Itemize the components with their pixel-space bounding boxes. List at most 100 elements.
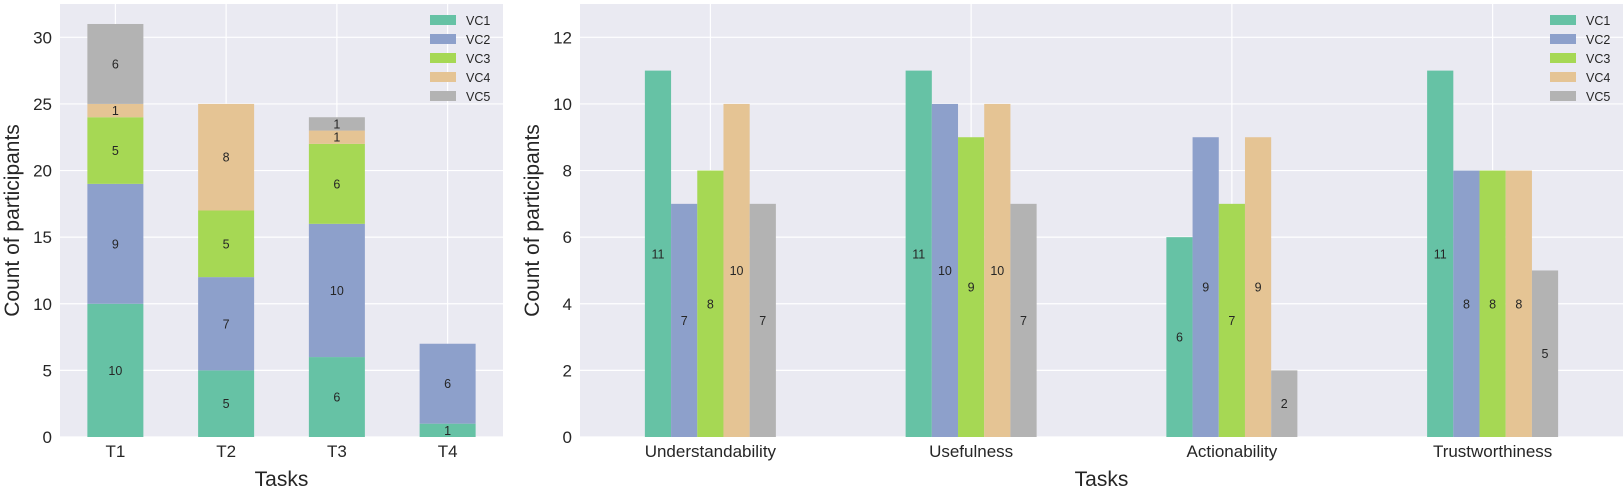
x-tick-label: T4 [438, 442, 458, 461]
bar-understandability-vc4 [723, 103, 750, 437]
y-tick-label: 0 [43, 428, 52, 447]
legend-swatch-vc4 [1550, 72, 1576, 82]
x-tick-label: Actionability [1187, 442, 1278, 461]
data-label: 10 [990, 264, 1004, 278]
data-label: 11 [651, 247, 664, 261]
bar-t2-vc4 [198, 103, 255, 211]
legend-swatch-vc5 [430, 91, 456, 101]
bar-t1-vc1 [87, 303, 144, 437]
y-tick-label: 15 [33, 228, 52, 247]
bar-t3-vc3 [308, 143, 365, 224]
data-label: 1 [444, 424, 451, 438]
bar-usefulness-vc2 [931, 103, 959, 437]
data-label: 1 [333, 117, 340, 131]
bar-actionability-vc4 [1244, 137, 1272, 437]
data-label: 5 [223, 237, 230, 251]
bar-understandability-vc2 [671, 203, 698, 437]
x-axis-label: Tasks [255, 468, 309, 488]
bar-usefulness-vc4 [984, 103, 1011, 437]
bar-actionability-vc3 [1218, 203, 1245, 437]
bar-t1-vc3 [87, 117, 144, 184]
bar-t4-vc1 [419, 423, 476, 437]
bar-understandability-vc5 [749, 203, 776, 437]
x-tick-label: T2 [216, 442, 236, 461]
legend-label-vc5: VC5 [466, 90, 490, 104]
bar-t2-vc1 [198, 370, 255, 437]
legend-label-vc3: VC3 [466, 52, 490, 66]
legend-swatch-vc4 [430, 72, 456, 82]
data-label: 10 [730, 264, 744, 278]
bar-t1-vc2 [87, 183, 144, 304]
data-label: 1 [333, 131, 340, 145]
data-label: 8 [1463, 297, 1470, 311]
y-tick-label: 25 [33, 95, 52, 114]
data-label: 8 [1515, 297, 1522, 311]
legend-label-vc4: VC4 [466, 71, 490, 85]
data-label: 6 [112, 57, 119, 71]
bar-usefulness-vc5 [1010, 203, 1037, 437]
bar-usefulness-vc3 [958, 137, 985, 437]
legend-label-vc4: VC4 [1586, 71, 1610, 85]
data-label: 9 [968, 281, 975, 295]
legend-swatch-vc2 [1550, 34, 1576, 44]
bar-t2-vc3 [198, 210, 255, 278]
data-label: 9 [1255, 281, 1262, 295]
bar-actionability-vc2 [1192, 137, 1219, 437]
data-label: 5 [1542, 347, 1549, 361]
bar-actionability-vc5 [1271, 370, 1298, 437]
data-label: 8 [707, 297, 714, 311]
legend-swatch-vc1 [430, 15, 456, 25]
y-tick-label: 0 [563, 428, 572, 447]
data-label: 11 [912, 247, 925, 261]
data-label: 10 [330, 284, 344, 298]
legend: VC1 VC2 VC3 VC4 VC5 [430, 14, 490, 104]
chart-panel-2: 0 2 4 6 8 10 12 11 7 8 10 7 11 10 9 10 7 6 9 7 9 2 11 8 8 8 5 Under… [521, 4, 1623, 488]
y-tick-label: 30 [33, 28, 52, 47]
x-tick-label: Understandability [645, 442, 777, 461]
data-label: 9 [112, 237, 119, 251]
bar-t4-vc2 [419, 343, 476, 424]
data-label: 7 [1228, 314, 1235, 328]
legend-swatch-vc3 [1550, 53, 1576, 63]
data-label: 8 [1489, 297, 1496, 311]
y-axis-label: Count of participants [1, 124, 24, 317]
data-label: 6 [1176, 331, 1183, 345]
y-tick-label: 5 [43, 361, 52, 380]
y-tick-label: 10 [33, 295, 52, 314]
y-tick-label: 2 [563, 361, 572, 380]
bar-trustworthiness-vc5 [1531, 270, 1559, 437]
legend-label-vc5: VC5 [1586, 90, 1610, 104]
data-label: 6 [444, 377, 451, 391]
y-tick-label: 10 [553, 95, 572, 114]
bar-t3-vc4 [308, 130, 365, 144]
data-label: 2 [1281, 397, 1288, 411]
data-label: 6 [333, 391, 340, 405]
data-label: 6 [333, 177, 340, 191]
x-axis-label: Tasks [1075, 468, 1129, 488]
legend-swatch-vc1 [1550, 15, 1576, 25]
bar-understandability-vc3 [697, 170, 724, 438]
bar-t3-vc2 [308, 223, 365, 358]
data-label: 10 [938, 264, 952, 278]
bar-t1-vc5 [87, 23, 144, 104]
legend-swatch-vc2 [430, 34, 456, 44]
data-label: 5 [223, 397, 230, 411]
bar-trustworthiness-vc4 [1505, 170, 1532, 438]
data-label: 5 [112, 144, 119, 158]
x-tick-label: Trustworthiness [1433, 442, 1552, 461]
x-tick-label: T3 [327, 442, 347, 461]
data-label: 11 [1434, 247, 1447, 261]
data-label: 1 [112, 104, 119, 118]
y-tick-label: 6 [563, 228, 572, 247]
legend-label-vc2: VC2 [466, 33, 490, 47]
legend-label-vc1: VC1 [1586, 14, 1610, 28]
y-axis-label: Count of participants [521, 124, 544, 317]
bar-t1-vc4 [87, 103, 144, 118]
bar-t2-vc2 [198, 277, 255, 371]
data-label: 7 [223, 317, 230, 331]
data-label: 8 [223, 151, 230, 165]
data-label: 7 [759, 314, 766, 328]
bar-trustworthiness-vc2 [1453, 170, 1480, 438]
data-label: 7 [681, 314, 688, 328]
